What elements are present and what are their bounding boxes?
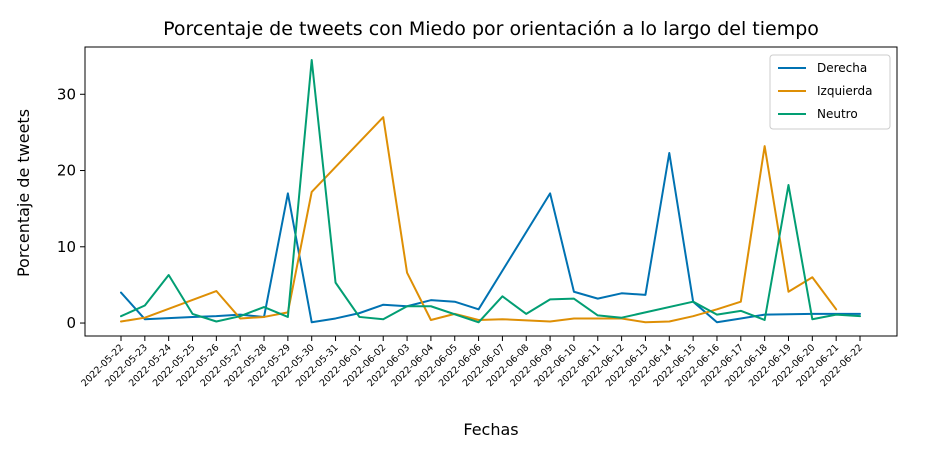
series-layer: [120, 58, 861, 324]
series-line-derecha: [120, 151, 861, 324]
legend-label-izquierda: Izquierda: [817, 84, 872, 98]
series-line-izquierda: [120, 116, 838, 324]
y-axis-label: Porcentaje de tweets: [14, 109, 33, 277]
plot-frame: [84, 46, 898, 337]
series-line-neutro: [120, 58, 861, 324]
legend-box: [769, 54, 891, 130]
y-tick-label: 0: [66, 314, 76, 332]
chart-title: Porcentaje de tweets con Miedo por orien…: [163, 18, 819, 40]
y-tick-label: 20: [57, 162, 76, 180]
y-tick-label: 30: [57, 85, 76, 103]
legend-label-neutro: Neutro: [817, 107, 858, 121]
x-axis-label: Fechas: [463, 420, 518, 439]
legend: Derecha Izquierda Neutro: [769, 54, 891, 130]
y-tick-label: 10: [57, 238, 76, 256]
legend-label-derecha: Derecha: [817, 61, 867, 75]
